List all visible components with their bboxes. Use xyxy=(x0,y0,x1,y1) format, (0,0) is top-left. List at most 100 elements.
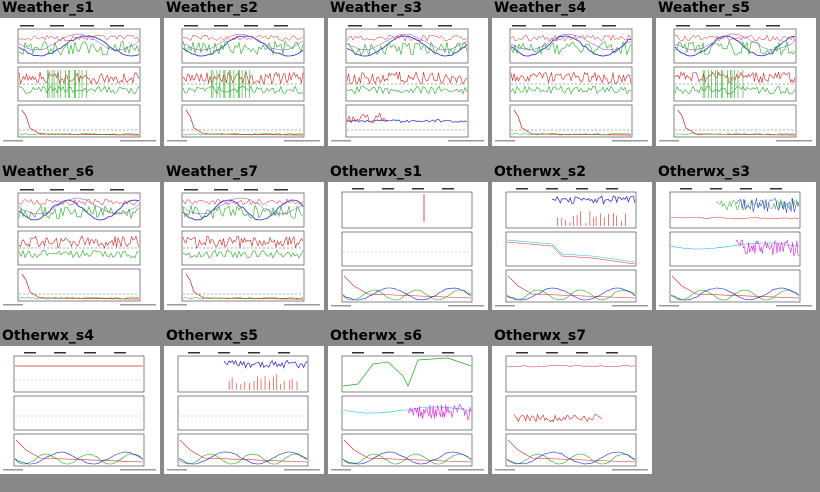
thumbnail-title[interactable]: Otherwx_s7 xyxy=(494,328,586,344)
series-line xyxy=(346,119,468,123)
footer-text xyxy=(448,469,484,471)
thumbnail-title[interactable]: Weather_s7 xyxy=(166,164,259,180)
footer-text xyxy=(120,140,156,142)
series-line xyxy=(507,439,636,463)
panel-bottom xyxy=(673,104,797,138)
series-line xyxy=(182,249,304,259)
panel-middle xyxy=(341,395,473,431)
series-line xyxy=(14,453,144,465)
plot-preview xyxy=(331,188,484,307)
series-line xyxy=(18,204,140,219)
tick-label xyxy=(348,25,362,27)
series-line xyxy=(185,109,304,136)
tick-label xyxy=(602,25,616,27)
tick-label xyxy=(442,352,454,354)
series-line xyxy=(510,132,632,136)
series-line xyxy=(182,296,304,300)
panel-middle xyxy=(17,230,141,266)
thumbnail-title[interactable]: Weather_s5 xyxy=(658,0,751,16)
series-line xyxy=(18,249,140,259)
footer-text xyxy=(448,305,484,307)
panel-middle xyxy=(345,66,469,102)
thumbnail-title[interactable]: Otherwx_s4 xyxy=(2,328,94,344)
tick-label xyxy=(278,352,290,354)
tick-label xyxy=(24,352,36,354)
tick-label xyxy=(184,25,198,27)
series-line xyxy=(506,287,636,301)
panel-top xyxy=(17,192,141,228)
thumbnail-image[interactable] xyxy=(492,346,652,474)
series-line xyxy=(506,451,636,465)
series-line xyxy=(185,273,304,300)
series-line xyxy=(671,275,800,299)
thumbnail-image[interactable] xyxy=(328,182,488,310)
series-line xyxy=(178,451,308,465)
tick-label xyxy=(736,25,750,27)
tick-label xyxy=(110,25,124,27)
tick-label xyxy=(512,25,526,27)
tick-label xyxy=(412,352,424,354)
series-line xyxy=(670,289,800,301)
series-line xyxy=(343,275,472,299)
thumbnail-image[interactable] xyxy=(0,182,160,310)
series-line xyxy=(182,33,304,51)
series-line xyxy=(513,109,632,136)
thumbnail-image[interactable] xyxy=(328,346,488,474)
thumbnail-image[interactable] xyxy=(164,18,324,146)
thumbnail-title[interactable]: Otherwx_s5 xyxy=(166,328,258,344)
tick-label xyxy=(412,188,424,190)
thumbnail-image[interactable] xyxy=(656,182,816,310)
tick-label xyxy=(274,25,288,27)
thumbnail-title[interactable]: Weather_s2 xyxy=(166,0,259,16)
thumbnail-image[interactable] xyxy=(164,182,324,310)
series-line xyxy=(506,364,636,368)
series-line xyxy=(735,239,800,257)
panel-top xyxy=(505,191,637,229)
thumbnail-image[interactable] xyxy=(656,18,816,146)
footer-text xyxy=(120,469,156,471)
tick-label xyxy=(576,188,588,190)
thumbnail-title[interactable]: Weather_s4 xyxy=(494,0,587,16)
series-line xyxy=(342,451,472,465)
thumbnail-title[interactable]: Otherwx_s6 xyxy=(330,328,422,344)
thumbnail-title[interactable]: Otherwx_s2 xyxy=(494,164,586,180)
series-line xyxy=(18,40,140,56)
tick-label xyxy=(516,352,528,354)
panel-middle xyxy=(177,395,309,431)
series-line xyxy=(407,403,472,421)
thumbnail-image[interactable] xyxy=(492,182,652,310)
thumbnail-image[interactable] xyxy=(0,346,160,474)
series-line xyxy=(506,239,636,263)
tick-label xyxy=(20,25,34,27)
series-line xyxy=(182,198,304,206)
tick-label xyxy=(408,25,422,27)
thumbnail-title[interactable]: Weather_s6 xyxy=(2,164,95,180)
panel-bottom xyxy=(505,433,637,467)
footer-text xyxy=(284,140,320,142)
thumbnail-image[interactable] xyxy=(328,18,488,146)
thumbnail-title[interactable]: Weather_s1 xyxy=(2,0,95,16)
series-line xyxy=(183,132,304,136)
thumbnail-title[interactable]: Weather_s3 xyxy=(330,0,423,16)
panel-bottom xyxy=(509,104,633,138)
series-line xyxy=(18,198,140,206)
series-line xyxy=(182,85,304,95)
footer-text xyxy=(659,305,679,307)
thumbnail-title[interactable]: Otherwx_s1 xyxy=(330,164,422,180)
panel-middle xyxy=(669,231,801,267)
series-line xyxy=(510,33,632,51)
series-line xyxy=(346,34,468,42)
thumbnail-image[interactable] xyxy=(492,18,652,146)
thumbnail-title[interactable]: Otherwx_s3 xyxy=(658,164,750,180)
panel-top xyxy=(341,191,473,229)
series-line xyxy=(182,34,304,42)
series-line xyxy=(342,289,472,301)
thumbnail-image[interactable] xyxy=(164,346,324,474)
tick-label xyxy=(382,188,394,190)
footer-text xyxy=(284,469,320,471)
series-line xyxy=(510,35,632,57)
thumbnail-image[interactable] xyxy=(0,18,160,146)
plot-preview xyxy=(331,25,484,142)
series-line xyxy=(346,41,468,56)
series-line xyxy=(346,85,468,95)
